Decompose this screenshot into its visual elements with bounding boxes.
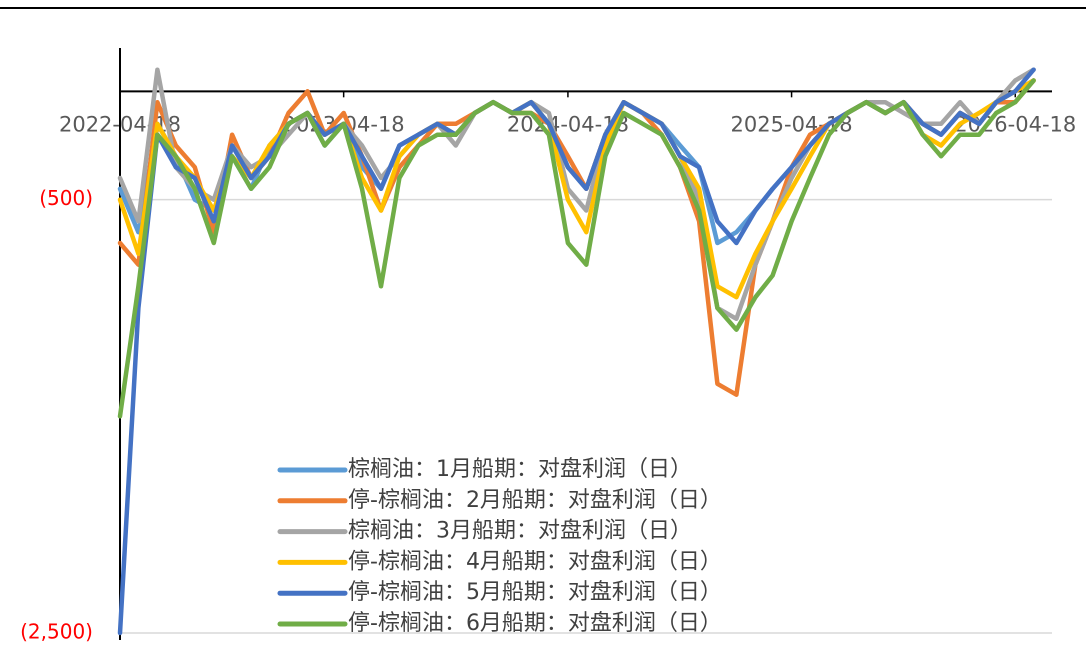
y-tick-label: (2,500) <box>20 620 93 644</box>
legend-label: 棕榈油：3月船期：对盘利润（日） <box>348 519 692 544</box>
y-tick-label: (500) <box>39 186 93 210</box>
legend-label: 棕榈油：1月船期：对盘利润（日） <box>348 457 692 482</box>
legend-label: 停-棕榈油：2月船期：对盘利润（日） <box>348 488 722 513</box>
x-tick-label: 2025-04-18 <box>731 112 853 136</box>
legend-label: 停-棕榈油：6月船期：对盘利润（日） <box>348 611 722 636</box>
series-line <box>117 78 1036 419</box>
legend-label: 停-棕榈油：5月船期：对盘利润（日） <box>348 580 722 605</box>
legend-label: 停-棕榈油：4月船期：对盘利润（日） <box>348 549 722 574</box>
